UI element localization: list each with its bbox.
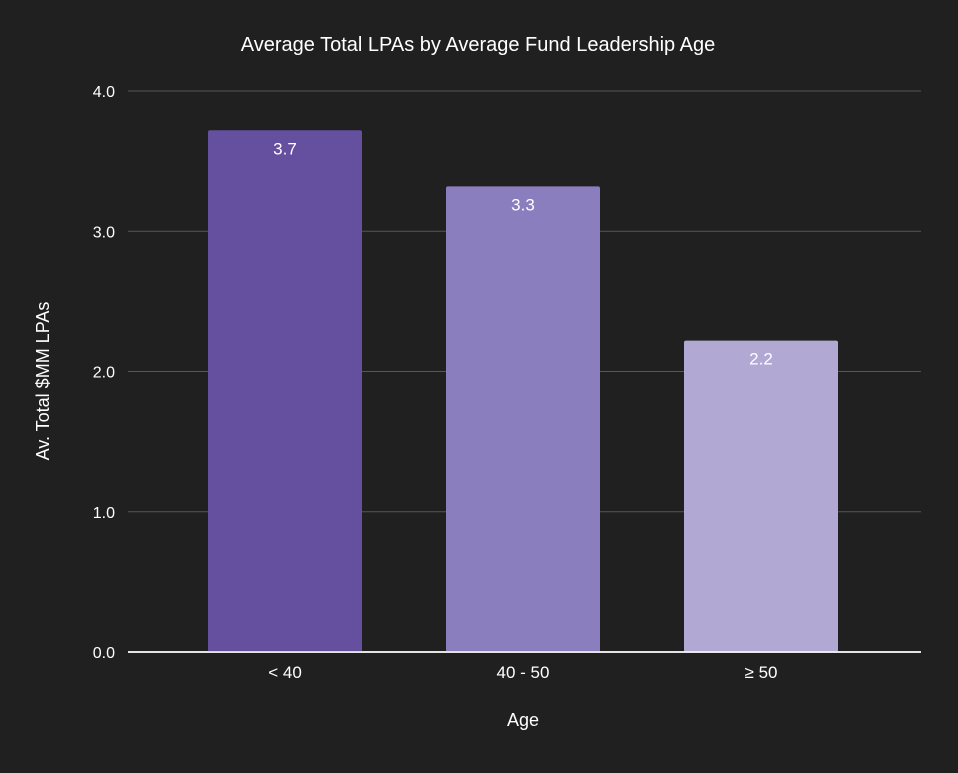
y-axis-label: Av. Total $MM LPAs xyxy=(33,302,53,461)
y-tick-label: 0.0 xyxy=(93,645,115,662)
x-tick-label: < 40 xyxy=(268,663,302,682)
y-tick-label: 1.0 xyxy=(93,505,115,522)
y-tick-label: 3.0 xyxy=(93,224,115,241)
bar xyxy=(446,186,600,652)
x-tick-label: ≥ 50 xyxy=(745,663,778,682)
data-label: 3.7 xyxy=(273,139,297,158)
bar xyxy=(684,340,838,652)
x-tick-label: 40 - 50 xyxy=(497,663,550,682)
y-tick-label: 2.0 xyxy=(93,365,115,382)
chart-title: Average Total LPAs by Average Fund Leade… xyxy=(241,34,715,56)
y-tick-label: 4.0 xyxy=(93,84,115,101)
data-label: 2.2 xyxy=(749,350,773,369)
x-axis-label: Age xyxy=(507,710,539,730)
bar xyxy=(208,130,362,652)
data-label: 3.3 xyxy=(511,195,535,214)
